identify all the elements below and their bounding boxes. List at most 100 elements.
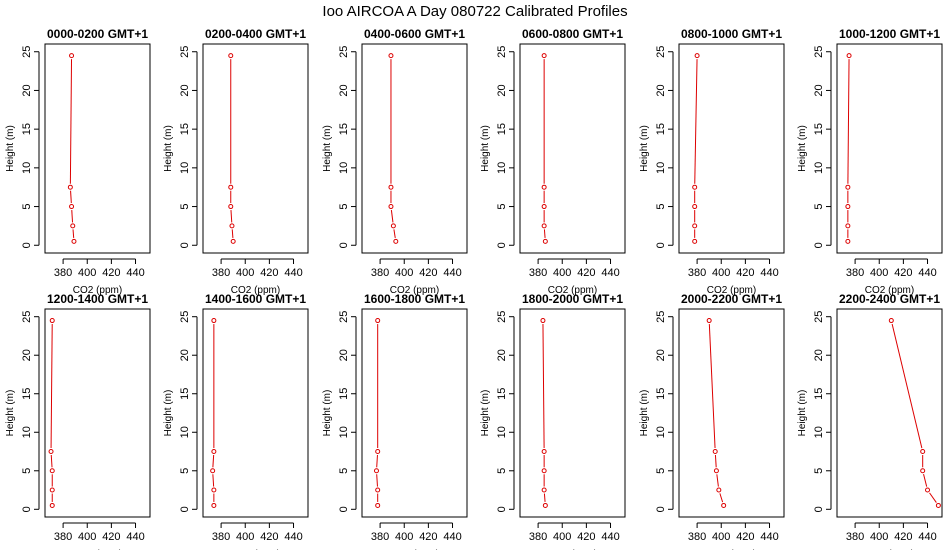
- y-tick-label: 5: [21, 468, 33, 474]
- y-tick-label: 10: [655, 162, 667, 174]
- plot-frame: [202, 308, 309, 518]
- x-tick-label: 440: [918, 531, 936, 543]
- series-line-segment: [70, 190, 72, 204]
- y-tick-label: 0: [496, 506, 508, 512]
- y-tick-label: 0: [179, 242, 191, 248]
- series-line-segment: [50, 454, 53, 468]
- data-point: [541, 53, 547, 59]
- data-point: [541, 223, 547, 229]
- x-tick-label: 420: [894, 531, 912, 543]
- y-tick-label: 10: [496, 426, 508, 438]
- x-tick-label: 380: [212, 531, 230, 543]
- y-tick-label: 20: [338, 84, 350, 96]
- y-tick-label: 15: [179, 123, 191, 135]
- plot-frame: [202, 43, 309, 254]
- y-tick-label: 0: [338, 506, 350, 512]
- data-point: [49, 318, 55, 324]
- data-point: [211, 502, 217, 508]
- y-axis-label: Height (m): [797, 390, 808, 437]
- plot-frame: [519, 43, 626, 254]
- plot-frame: [678, 308, 785, 518]
- y-tick-label: 25: [179, 311, 191, 323]
- x-axis-label: CO2 (ppm): [73, 285, 122, 296]
- y-tick-label: 0: [813, 506, 825, 512]
- x-tick-label: 420: [577, 531, 595, 543]
- x-tick-label: 400: [712, 531, 730, 543]
- x-tick-label: 380: [529, 267, 547, 279]
- series-line-segment: [71, 210, 74, 223]
- x-tick-label: 420: [102, 267, 120, 279]
- plot-frame: [519, 308, 626, 518]
- x-tick-label: 420: [577, 267, 595, 279]
- data-point: [375, 318, 381, 324]
- panel-title: 0600-0800 GMT+1: [522, 27, 623, 41]
- series-line-segment: [543, 493, 546, 502]
- data-point: [49, 487, 55, 493]
- data-point: [210, 468, 216, 474]
- y-tick-label: 20: [655, 84, 667, 96]
- y-tick-label: 10: [338, 162, 350, 174]
- x-tick-label: 420: [894, 267, 912, 279]
- y-tick-label: 15: [179, 388, 191, 400]
- y-tick-label: 20: [813, 84, 825, 96]
- x-tick-label: 440: [601, 531, 619, 543]
- series-line-segment: [69, 59, 73, 184]
- y-tick-label: 20: [179, 84, 191, 96]
- data-point: [393, 238, 399, 244]
- data-point: [716, 487, 722, 493]
- series-line-segment: [716, 474, 719, 487]
- data-point: [228, 53, 234, 59]
- y-axis-label: Height (m): [5, 125, 16, 172]
- x-tick-label: 440: [284, 267, 302, 279]
- x-tick-label: 420: [102, 531, 120, 543]
- y-tick-label: 5: [338, 468, 350, 474]
- data-point: [920, 449, 926, 455]
- y-tick-label: 25: [655, 311, 667, 323]
- y-axis-label: Height (m): [639, 125, 650, 172]
- x-tick-label: 400: [870, 267, 888, 279]
- data-point: [925, 487, 931, 493]
- chart-panel: 1400-1600 GMT+13804004204400510152025CO2…: [163, 292, 309, 550]
- y-tick-label: 5: [338, 203, 350, 209]
- x-tick-label: 420: [736, 531, 754, 543]
- y-tick-label: 15: [496, 388, 508, 400]
- data-point: [388, 184, 394, 190]
- plot-frame: [836, 43, 943, 254]
- series-line-segment: [212, 454, 215, 468]
- y-tick-label: 5: [21, 203, 33, 209]
- x-tick-label: 400: [78, 531, 96, 543]
- data-point: [49, 502, 55, 508]
- x-tick-label: 400: [712, 267, 730, 279]
- panel-title: 1200-1400 GMT+1: [47, 292, 148, 306]
- y-axis-label: Height (m): [639, 390, 650, 437]
- x-tick-label: 380: [529, 531, 547, 543]
- y-tick-label: 25: [21, 311, 33, 323]
- series-line-segment: [72, 229, 75, 238]
- y-axis-label: Height (m): [163, 390, 174, 437]
- series-line-segment: [230, 210, 233, 223]
- panel-title: 0200-0400 GMT+1: [205, 27, 306, 41]
- y-tick-label: 25: [338, 46, 350, 58]
- figure-title: Ioo AIRCOA A Day 080722 Calibrated Profi…: [322, 3, 627, 20]
- series-line-segment: [708, 324, 716, 449]
- x-axis-label: CO2 (ppm): [390, 285, 439, 296]
- x-tick-label: 440: [284, 531, 302, 543]
- data-point: [845, 184, 851, 190]
- y-tick-label: 15: [813, 388, 825, 400]
- panel-title: 1600-1800 GMT+1: [364, 292, 465, 306]
- series-line-segment: [923, 474, 928, 487]
- series-line-segment: [719, 493, 724, 503]
- series-line-segment: [929, 492, 937, 503]
- y-tick-label: 0: [813, 242, 825, 248]
- x-tick-label: 420: [736, 267, 754, 279]
- y-tick-label: 10: [179, 426, 191, 438]
- x-tick-label: 380: [371, 267, 389, 279]
- y-tick-label: 20: [21, 84, 33, 96]
- data-point: [67, 184, 73, 190]
- y-tick-label: 10: [21, 162, 33, 174]
- data-point: [713, 468, 719, 474]
- y-tick-label: 15: [338, 123, 350, 135]
- chart-panel: 0600-0800 GMT+1 380 400 420 440 0 5 10 15 20 25 CO2…: [480, 27, 626, 296]
- x-tick-label: 440: [760, 531, 778, 543]
- chart-panel: 1600-1800 GMT+13804004204400510152025CO2…: [322, 292, 468, 550]
